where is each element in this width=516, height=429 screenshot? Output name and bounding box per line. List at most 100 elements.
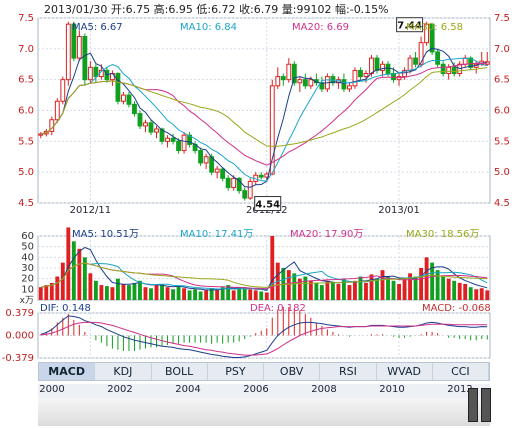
- volume-bar: [474, 289, 479, 300]
- vol-legend-ma20: MA20: 17.90万: [290, 229, 364, 240]
- volume-bar: [408, 273, 413, 300]
- candle-body: [258, 174, 264, 178]
- volume-bar: [127, 285, 131, 300]
- volume-bar: [292, 273, 297, 300]
- candle-body: [247, 180, 253, 199]
- volume-tick: 40: [21, 252, 34, 263]
- candle-body: [363, 73, 369, 78]
- volume-bar: [182, 288, 187, 300]
- candle-body: [121, 94, 126, 102]
- price-tick-right: 5.5: [494, 136, 510, 147]
- candle-body: [170, 137, 176, 142]
- volume-bar: [386, 276, 390, 300]
- volume-bar: [165, 287, 170, 300]
- legend-ma10: MA10: 6.84: [180, 22, 238, 33]
- candle-body: [440, 63, 446, 74]
- date-label: 2012/11: [70, 205, 112, 216]
- volume-bar: [226, 285, 231, 300]
- volume-bar: [358, 276, 363, 300]
- volume-bar: [215, 289, 220, 300]
- candle-body: [407, 57, 413, 71]
- volume-bar: [138, 280, 142, 300]
- candle-body: [446, 66, 452, 75]
- volume-bar: [248, 289, 253, 300]
- volume-bar: [380, 270, 385, 300]
- candle-body: [137, 113, 143, 127]
- volume-bar: [485, 290, 490, 300]
- volume-bar: [319, 285, 324, 300]
- volume-bar: [419, 268, 424, 300]
- date-label: 2013/01: [378, 205, 420, 216]
- volume-bar: [55, 276, 60, 300]
- volume-bar: [231, 290, 236, 300]
- tab-psy[interactable]: PSY: [208, 363, 264, 380]
- tab-kdj[interactable]: KDJ: [95, 363, 152, 380]
- year-axis: 2000 2002 2004 2006 2008 2010 2012: [38, 384, 490, 398]
- quote-close: 6.79: [253, 3, 279, 16]
- legend-ma5: MA5: 6.67: [72, 22, 123, 33]
- candle-body: [220, 168, 226, 179]
- low-marker: 4.54: [255, 200, 280, 211]
- year-label: 2012: [447, 384, 473, 395]
- quote-open: 6.75: [125, 3, 151, 16]
- volume-bar: [468, 287, 473, 300]
- volume-bar: [430, 262, 435, 300]
- volume-bar: [375, 278, 379, 300]
- vol-ma30-line: [40, 262, 488, 288]
- volume-bar: [457, 282, 462, 300]
- price-tick-right: 4.5: [494, 198, 510, 209]
- candle-body: [214, 168, 220, 173]
- quote-header: 2013/01/30 开:6.75 高:6.95 低:6.72 收:6.79 量…: [44, 3, 389, 16]
- candle-body: [391, 73, 396, 81]
- candle-body: [225, 177, 231, 189]
- candle-body: [369, 57, 374, 74]
- tab-rsi[interactable]: RSI: [320, 363, 377, 380]
- candle-body: [159, 128, 165, 142]
- quote-low: 6.72: [211, 3, 236, 16]
- candle-body: [341, 79, 347, 90]
- tab-boll[interactable]: BOLL: [152, 363, 208, 380]
- range-handle-right[interactable]: [481, 388, 491, 422]
- volume-bar: [463, 284, 468, 300]
- candle-body: [115, 73, 121, 102]
- volume-bar: [160, 284, 164, 300]
- volume-bar: [479, 288, 484, 300]
- volume-bar: [264, 292, 269, 300]
- price-tick-right: 7.0: [494, 44, 510, 55]
- candle-body: [280, 76, 286, 81]
- tab-cci[interactable]: CCI: [433, 363, 489, 380]
- price-tick-left: 5.5: [18, 136, 34, 147]
- candle-body: [424, 23, 430, 44]
- candle-body: [54, 100, 60, 121]
- volume-bar: [413, 276, 418, 300]
- quote-change: -0.15%: [349, 3, 389, 16]
- price-tick-right: 6.5: [494, 75, 510, 86]
- tab-obv[interactable]: OBV: [264, 363, 321, 380]
- tab-macd[interactable]: MACD: [39, 363, 96, 380]
- candle-body: [352, 69, 358, 87]
- volume-bar: [391, 280, 396, 300]
- year-label: 2008: [311, 384, 337, 395]
- candle-body: [374, 57, 380, 71]
- volume-tick: 50: [21, 242, 34, 253]
- volume-bar: [325, 280, 330, 300]
- range-handle-left[interactable]: [468, 388, 478, 422]
- candle-body: [181, 134, 187, 152]
- vol-ma5-line: [40, 246, 488, 291]
- candle-body: [462, 57, 468, 65]
- candle-body: [148, 122, 154, 133]
- volume-bar: [347, 285, 352, 300]
- tab-wvad[interactable]: WVAD: [377, 363, 433, 380]
- volume-bar: [171, 289, 175, 300]
- timeline-overview[interactable]: [38, 398, 490, 426]
- volume-bar: [253, 290, 258, 300]
- candle-body: [93, 66, 99, 78]
- volume-bar: [397, 284, 401, 300]
- vol-legend-ma30: MA30: 18.56万: [406, 229, 480, 240]
- volume-bar: [242, 288, 247, 300]
- candle-body: [87, 66, 93, 81]
- candle-body: [358, 69, 363, 78]
- volume-bar: [308, 280, 313, 300]
- quote-date: 2013/01/30: [44, 3, 108, 16]
- candle-body: [308, 79, 314, 87]
